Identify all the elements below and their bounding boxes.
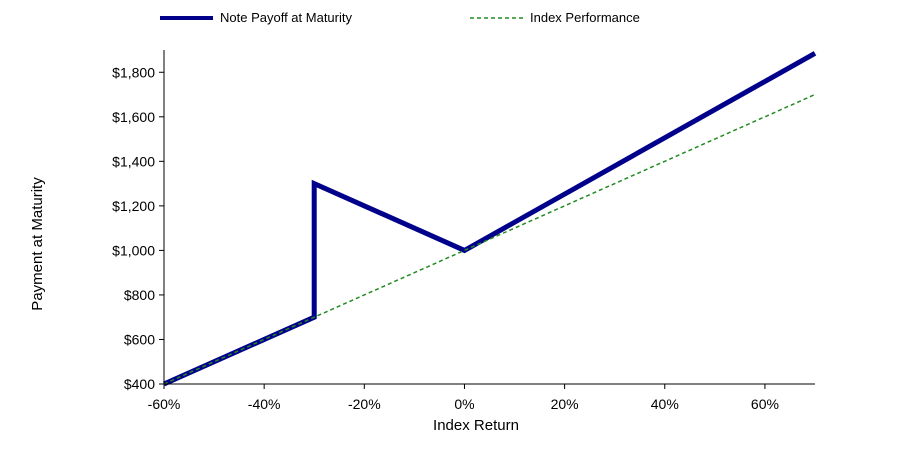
series-layer (162, 51, 817, 387)
x-ticks: -60% -40% -20% 0% 20% 40% 60% (148, 384, 779, 412)
y-tick-label: $1,800 (112, 64, 155, 80)
x-axis-title: Index Return (433, 417, 519, 434)
y-tick-label: $1,400 (112, 153, 155, 169)
y-tick-label: $1,200 (112, 198, 155, 214)
x-tick-label: 40% (651, 396, 679, 412)
series-line-note-payoff (162, 51, 817, 387)
legend-label-index-performance: Index Performance (530, 10, 640, 25)
x-tick-label: -20% (348, 396, 381, 412)
x-tick-label: 60% (751, 396, 779, 412)
y-tick-label: $1,600 (112, 109, 155, 125)
y-tick-label: $400 (124, 376, 155, 392)
x-tick-label: -40% (248, 396, 281, 412)
y-tick-label: $800 (124, 287, 155, 303)
legend-label-note-payoff: Note Payoff at Maturity (220, 10, 352, 25)
series-line-index-performance (163, 93, 816, 385)
x-tick-label: 20% (551, 396, 579, 412)
y-tick-label: $600 (124, 331, 155, 347)
legend: Note Payoff at Maturity Index Performanc… (160, 10, 640, 25)
x-tick-label: 0% (454, 396, 474, 412)
y-tick-label: $1,000 (112, 242, 155, 258)
x-tick-label: -60% (148, 396, 181, 412)
y-ticks: $400 $600 $800 $1,000 $1,200 $1,400 $1,600 $1,8… (112, 64, 164, 392)
y-axis-title: Payment at Maturity (29, 177, 46, 311)
